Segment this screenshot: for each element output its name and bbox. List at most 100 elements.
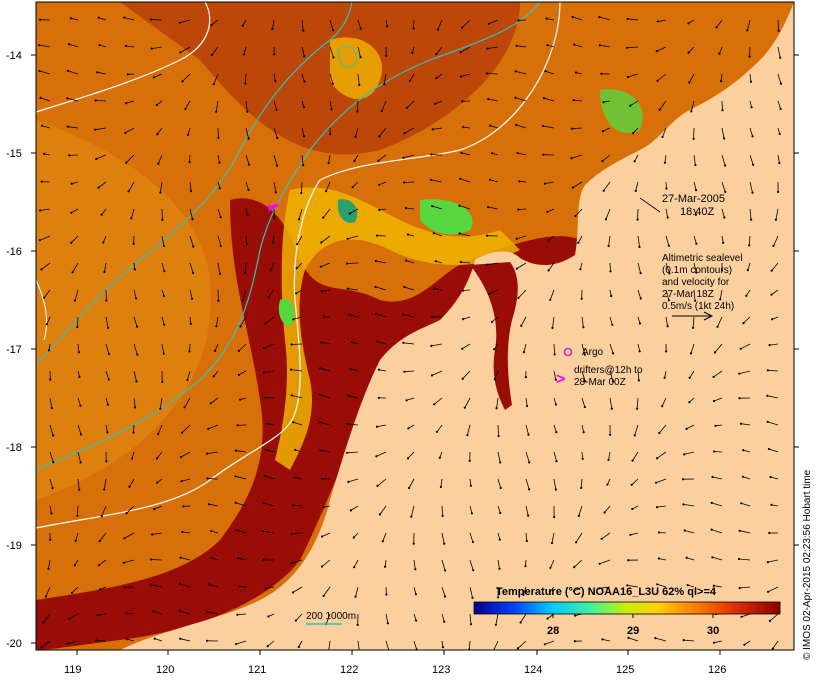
velocity-arrow-head bbox=[385, 593, 388, 596]
velocity-arrow bbox=[552, 316, 555, 328]
velocity-arrow-head bbox=[738, 529, 741, 532]
velocity-arrow-head bbox=[207, 427, 210, 430]
velocity-arrow-head bbox=[667, 244, 671, 247]
velocity-arrow-head bbox=[212, 375, 215, 378]
velocity-arrow-head bbox=[346, 422, 349, 425]
velocity-arrow-head bbox=[404, 206, 408, 210]
velocity-arrow-head bbox=[270, 268, 273, 271]
velocity-arrow-head bbox=[522, 351, 526, 354]
velocity-arrow-head bbox=[683, 529, 686, 532]
velocity-arrow-head bbox=[237, 349, 240, 352]
velocity-arrow-head bbox=[573, 43, 576, 46]
y-tick-label: -14 bbox=[6, 50, 22, 62]
velocity-arrow bbox=[553, 370, 557, 380]
velocity-arrow-head bbox=[433, 403, 436, 406]
velocity-arrow-head bbox=[353, 566, 356, 569]
velocity-arrow bbox=[493, 640, 499, 650]
velocity-arrow bbox=[749, 208, 752, 220]
velocity-arrow-head bbox=[439, 485, 442, 489]
velocity-arrow-head bbox=[378, 135, 381, 138]
velocity-arrow bbox=[739, 586, 751, 589]
velocity-arrow-head bbox=[100, 213, 103, 216]
velocity-arrow-head bbox=[358, 651, 360, 653]
velocity-arrow bbox=[661, 397, 667, 407]
velocity-arrow bbox=[637, 289, 642, 299]
velocity-arrow-head bbox=[377, 396, 380, 399]
velocity-arrow bbox=[70, 235, 79, 244]
velocity-arrow bbox=[189, 316, 192, 324]
velocity-arrow bbox=[133, 370, 137, 382]
velocity-arrow-head bbox=[665, 350, 668, 353]
colorbar-tick-label: 28 bbox=[547, 625, 559, 637]
velocity-arrow-head bbox=[237, 557, 240, 560]
velocity-arrow bbox=[161, 343, 165, 354]
velocity-arrow-head bbox=[331, 29, 335, 32]
velocity-arrow-head bbox=[406, 457, 410, 460]
velocity-arrow-head bbox=[486, 234, 489, 237]
velocity-arrow bbox=[354, 154, 359, 162]
velocity-arrow bbox=[103, 478, 107, 490]
velocity-arrow-head bbox=[262, 371, 265, 374]
velocity-arrow-head bbox=[376, 484, 379, 487]
velocity-arrow bbox=[96, 640, 107, 642]
velocity-arrow-head bbox=[276, 136, 279, 140]
velocity-arrow-head bbox=[718, 52, 721, 55]
velocity-arrow bbox=[214, 343, 219, 352]
velocity-arrow-head bbox=[657, 557, 661, 560]
bay bbox=[470, 262, 518, 410]
velocity-arrow bbox=[714, 343, 723, 353]
velocity-arrow bbox=[599, 559, 611, 565]
velocity-arrow bbox=[656, 46, 667, 52]
x-tick-label: 120 bbox=[156, 664, 174, 676]
velocity-arrow bbox=[105, 316, 109, 328]
velocity-arrow bbox=[626, 46, 639, 49]
velocity-arrow-head bbox=[274, 191, 277, 194]
velocity-arrow bbox=[634, 154, 639, 162]
velocity-arrow-head bbox=[638, 245, 641, 248]
velocity-arrow-head bbox=[321, 535, 324, 538]
velocity-arrow bbox=[771, 289, 779, 295]
velocity-arrow bbox=[101, 505, 107, 517]
velocity-arrow bbox=[436, 73, 443, 79]
velocity-arrow bbox=[434, 100, 443, 105]
velocity-arrow bbox=[665, 262, 670, 274]
velocity-arrow bbox=[523, 586, 527, 596]
velocity-arrow bbox=[213, 73, 219, 85]
velocity-arrow-head bbox=[572, 99, 575, 102]
velocity-arrow-head bbox=[178, 21, 182, 24]
velocity-arrow bbox=[217, 235, 222, 246]
velocity-arrow bbox=[433, 397, 443, 405]
velocity-arrow bbox=[375, 260, 387, 264]
velocity-arrow-head bbox=[524, 565, 527, 568]
velocity-arrow-head bbox=[376, 234, 379, 237]
velocity-arrow-head bbox=[692, 326, 695, 329]
velocity-arrow bbox=[432, 205, 443, 210]
velocity-arrow bbox=[292, 586, 303, 593]
velocity-arrow-head bbox=[94, 128, 97, 131]
velocity-arrow bbox=[581, 397, 586, 408]
velocity-arrow bbox=[265, 316, 275, 324]
velocity-arrow-head bbox=[666, 216, 669, 219]
velocity-arrow bbox=[408, 478, 415, 489]
velocity-arrow bbox=[657, 19, 667, 22]
velocity-arrow-head bbox=[247, 137, 250, 140]
velocity-arrow-head bbox=[740, 615, 743, 618]
velocity-arrow-head bbox=[184, 107, 187, 111]
velocity-arrow bbox=[187, 127, 191, 136]
velocity-arrow-head bbox=[748, 55, 751, 58]
velocity-arrow bbox=[355, 586, 359, 597]
velocity-arrow bbox=[688, 46, 695, 53]
velocity-arrow bbox=[67, 97, 79, 102]
velocity-arrow bbox=[296, 235, 303, 245]
velocity-arrow-head bbox=[469, 623, 473, 626]
velocity-arrow bbox=[461, 343, 471, 350]
velocity-arrow-head bbox=[385, 54, 388, 57]
velocity-arrow-head bbox=[459, 51, 462, 54]
velocity-arrow-head bbox=[350, 340, 353, 344]
velocity-arrow bbox=[413, 640, 418, 650]
velocity-arrow bbox=[41, 640, 51, 648]
velocity-arrow bbox=[573, 586, 583, 592]
colorbar: Temperature (°C) NOAA16_L3U 62% ql>=4 28… bbox=[473, 586, 781, 637]
velocity-arrow-head bbox=[715, 26, 718, 29]
velocity-arrow-head bbox=[318, 421, 321, 424]
